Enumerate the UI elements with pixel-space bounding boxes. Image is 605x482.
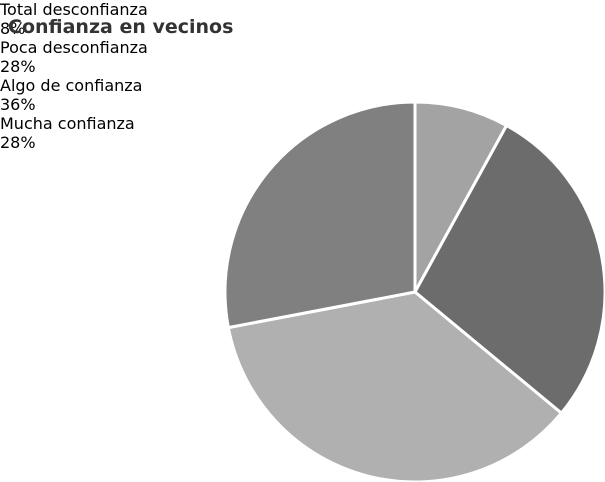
pie-slice [223, 100, 417, 330]
slice-value: 8% [0, 19, 26, 38]
slice-label: Poca desconfianza 28% [0, 38, 605, 76]
pie-slice [413, 100, 509, 293]
slice-name: Total desconfianza [0, 0, 148, 19]
slice-value: 36% [0, 95, 36, 114]
pie-slice [413, 123, 605, 416]
slice-label: Total desconfianza 8% [0, 0, 605, 38]
chart-title: Confianza en vecinos [8, 16, 234, 38]
slice-label: Mucha confianza 28% [0, 114, 605, 152]
slice-value: 28% [0, 133, 36, 152]
slice-value: 28% [0, 57, 36, 76]
slice-label: Algo de confianza 36% [0, 76, 605, 114]
pie-slice [226, 290, 564, 482]
slice-name: Mucha confianza [0, 114, 135, 133]
slice-name: Poca desconfianza [0, 38, 148, 57]
slice-name: Algo de confianza [0, 76, 143, 95]
